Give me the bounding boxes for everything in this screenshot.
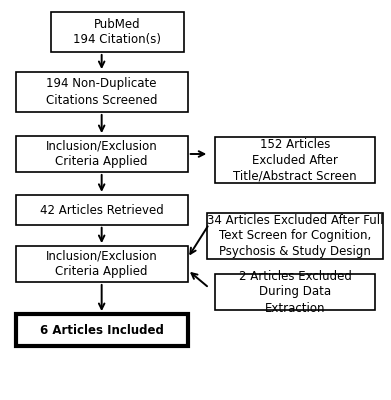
Text: 152 Articles
Excluded After
Title/Abstract Screen: 152 Articles Excluded After Title/Abstra… (233, 138, 357, 182)
Text: Inclusion/Exclusion
Criteria Applied: Inclusion/Exclusion Criteria Applied (46, 250, 158, 278)
FancyBboxPatch shape (16, 136, 188, 172)
FancyBboxPatch shape (207, 213, 383, 259)
FancyBboxPatch shape (16, 314, 188, 346)
Text: 6 Articles Included: 6 Articles Included (40, 324, 163, 336)
FancyBboxPatch shape (16, 246, 188, 282)
FancyBboxPatch shape (16, 195, 188, 225)
Text: 42 Articles Retrieved: 42 Articles Retrieved (40, 204, 163, 216)
FancyBboxPatch shape (16, 72, 188, 112)
FancyBboxPatch shape (215, 274, 375, 310)
FancyBboxPatch shape (51, 12, 184, 52)
Text: 34 Articles Excluded After Full
Text Screen for Cognition,
Psychosis & Study Des: 34 Articles Excluded After Full Text Scr… (207, 214, 384, 258)
Text: Inclusion/Exclusion
Criteria Applied: Inclusion/Exclusion Criteria Applied (46, 140, 158, 168)
Text: 194 Non-Duplicate
Citations Screened: 194 Non-Duplicate Citations Screened (46, 78, 158, 106)
Text: PubMed
194 Citation(s): PubMed 194 Citation(s) (73, 18, 161, 46)
Text: 2 Articles Excluded
During Data
Extraction: 2 Articles Excluded During Data Extracti… (239, 270, 352, 314)
FancyBboxPatch shape (215, 137, 375, 183)
